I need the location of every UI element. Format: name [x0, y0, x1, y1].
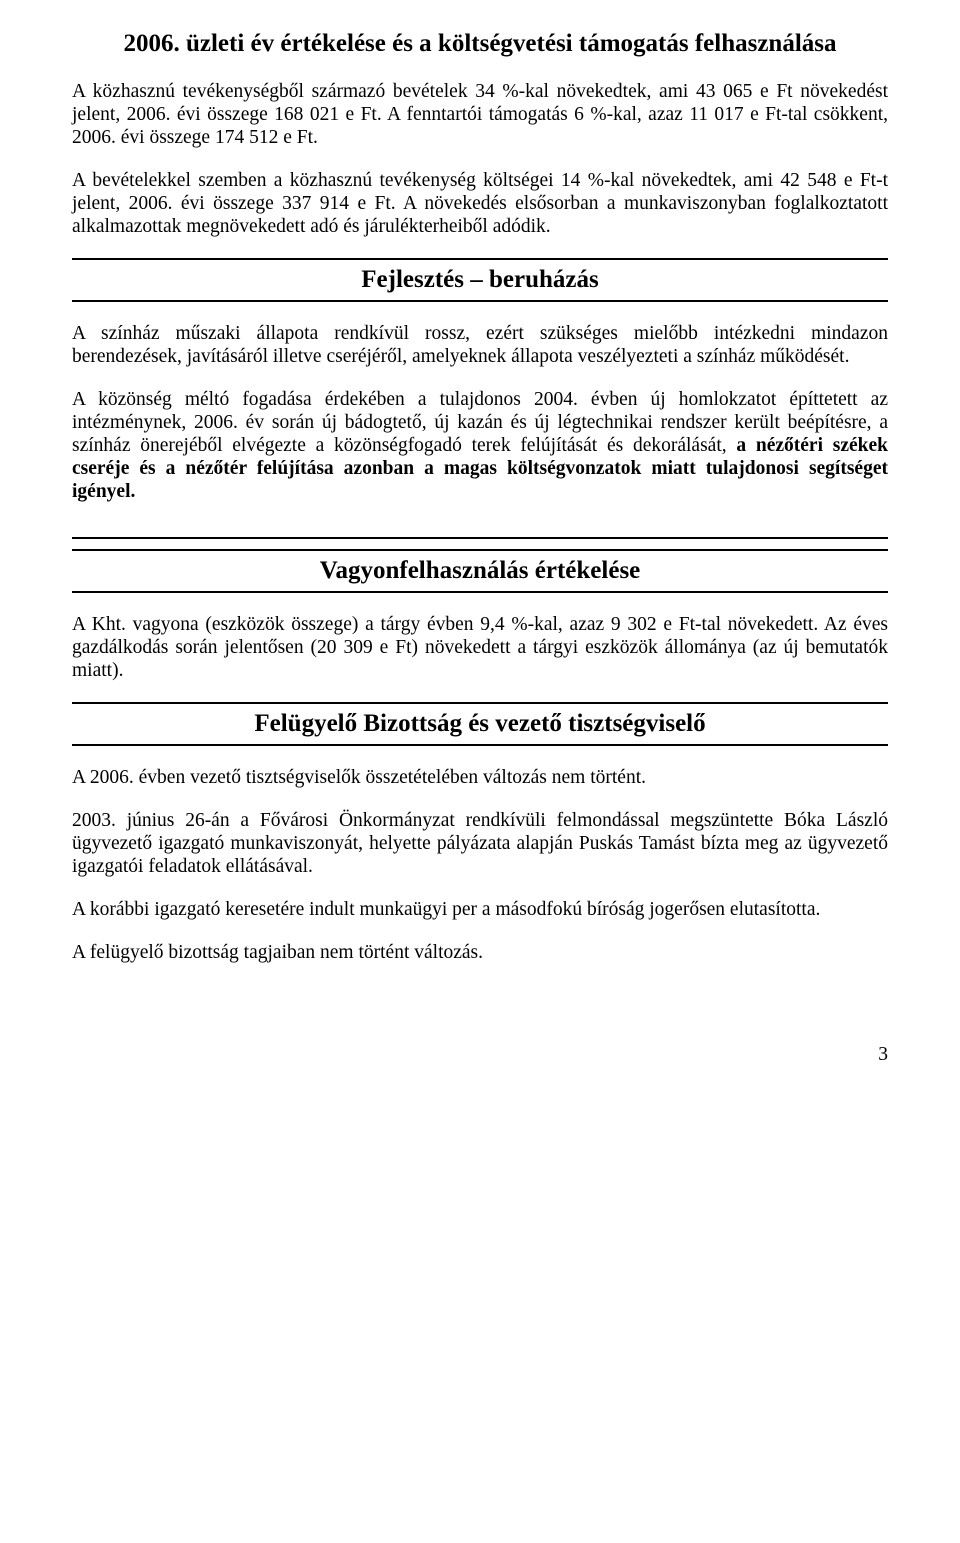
fejlesztes-paragraph-2: A közönség méltó fogadása érdekében a tu…	[72, 388, 888, 503]
section-heading-rule: Felügyelő Bizottság és vezető tisztségvi…	[72, 702, 888, 746]
document-page: 2006. üzleti év értékelése és a költségv…	[0, 0, 960, 1106]
section-heading-fejlesztes: Fejlesztés – beruházás	[72, 266, 888, 294]
section-heading-vagyon: Vagyonfelhasználás értékelése	[72, 557, 888, 585]
section-heading-rule: Vagyonfelhasználás értékelése	[72, 549, 888, 593]
section-divider-top	[72, 537, 888, 539]
fejlesztes-paragraph-1: A színház műszaki állapota rendkívül ros…	[72, 322, 888, 368]
vagyon-paragraph-1: A Kht. vagyona (eszközök összege) a tárg…	[72, 613, 888, 682]
felugyelo-paragraph-4: A felügyelő bizottság tagjaiban nem tört…	[72, 941, 888, 964]
felugyelo-paragraph-1: A 2006. évben vezető tisztségviselők öss…	[72, 766, 888, 789]
felugyelo-paragraph-2: 2003. június 26-án a Fővárosi Önkormányz…	[72, 809, 888, 878]
section-heading-felugyelo: Felügyelő Bizottság és vezető tisztségvi…	[72, 710, 888, 738]
intro-paragraph-2: A bevételekkel szemben a közhasznú tevék…	[72, 169, 888, 238]
main-title: 2006. üzleti év értékelése és a költségv…	[72, 30, 888, 58]
felugyelo-paragraph-3: A korábbi igazgató keresetére indult mun…	[72, 898, 888, 921]
page-number: 3	[72, 1044, 888, 1066]
intro-paragraph-1: A közhasznú tevékenységből származó bevé…	[72, 80, 888, 149]
section-heading-rule: Fejlesztés – beruházás	[72, 258, 888, 302]
